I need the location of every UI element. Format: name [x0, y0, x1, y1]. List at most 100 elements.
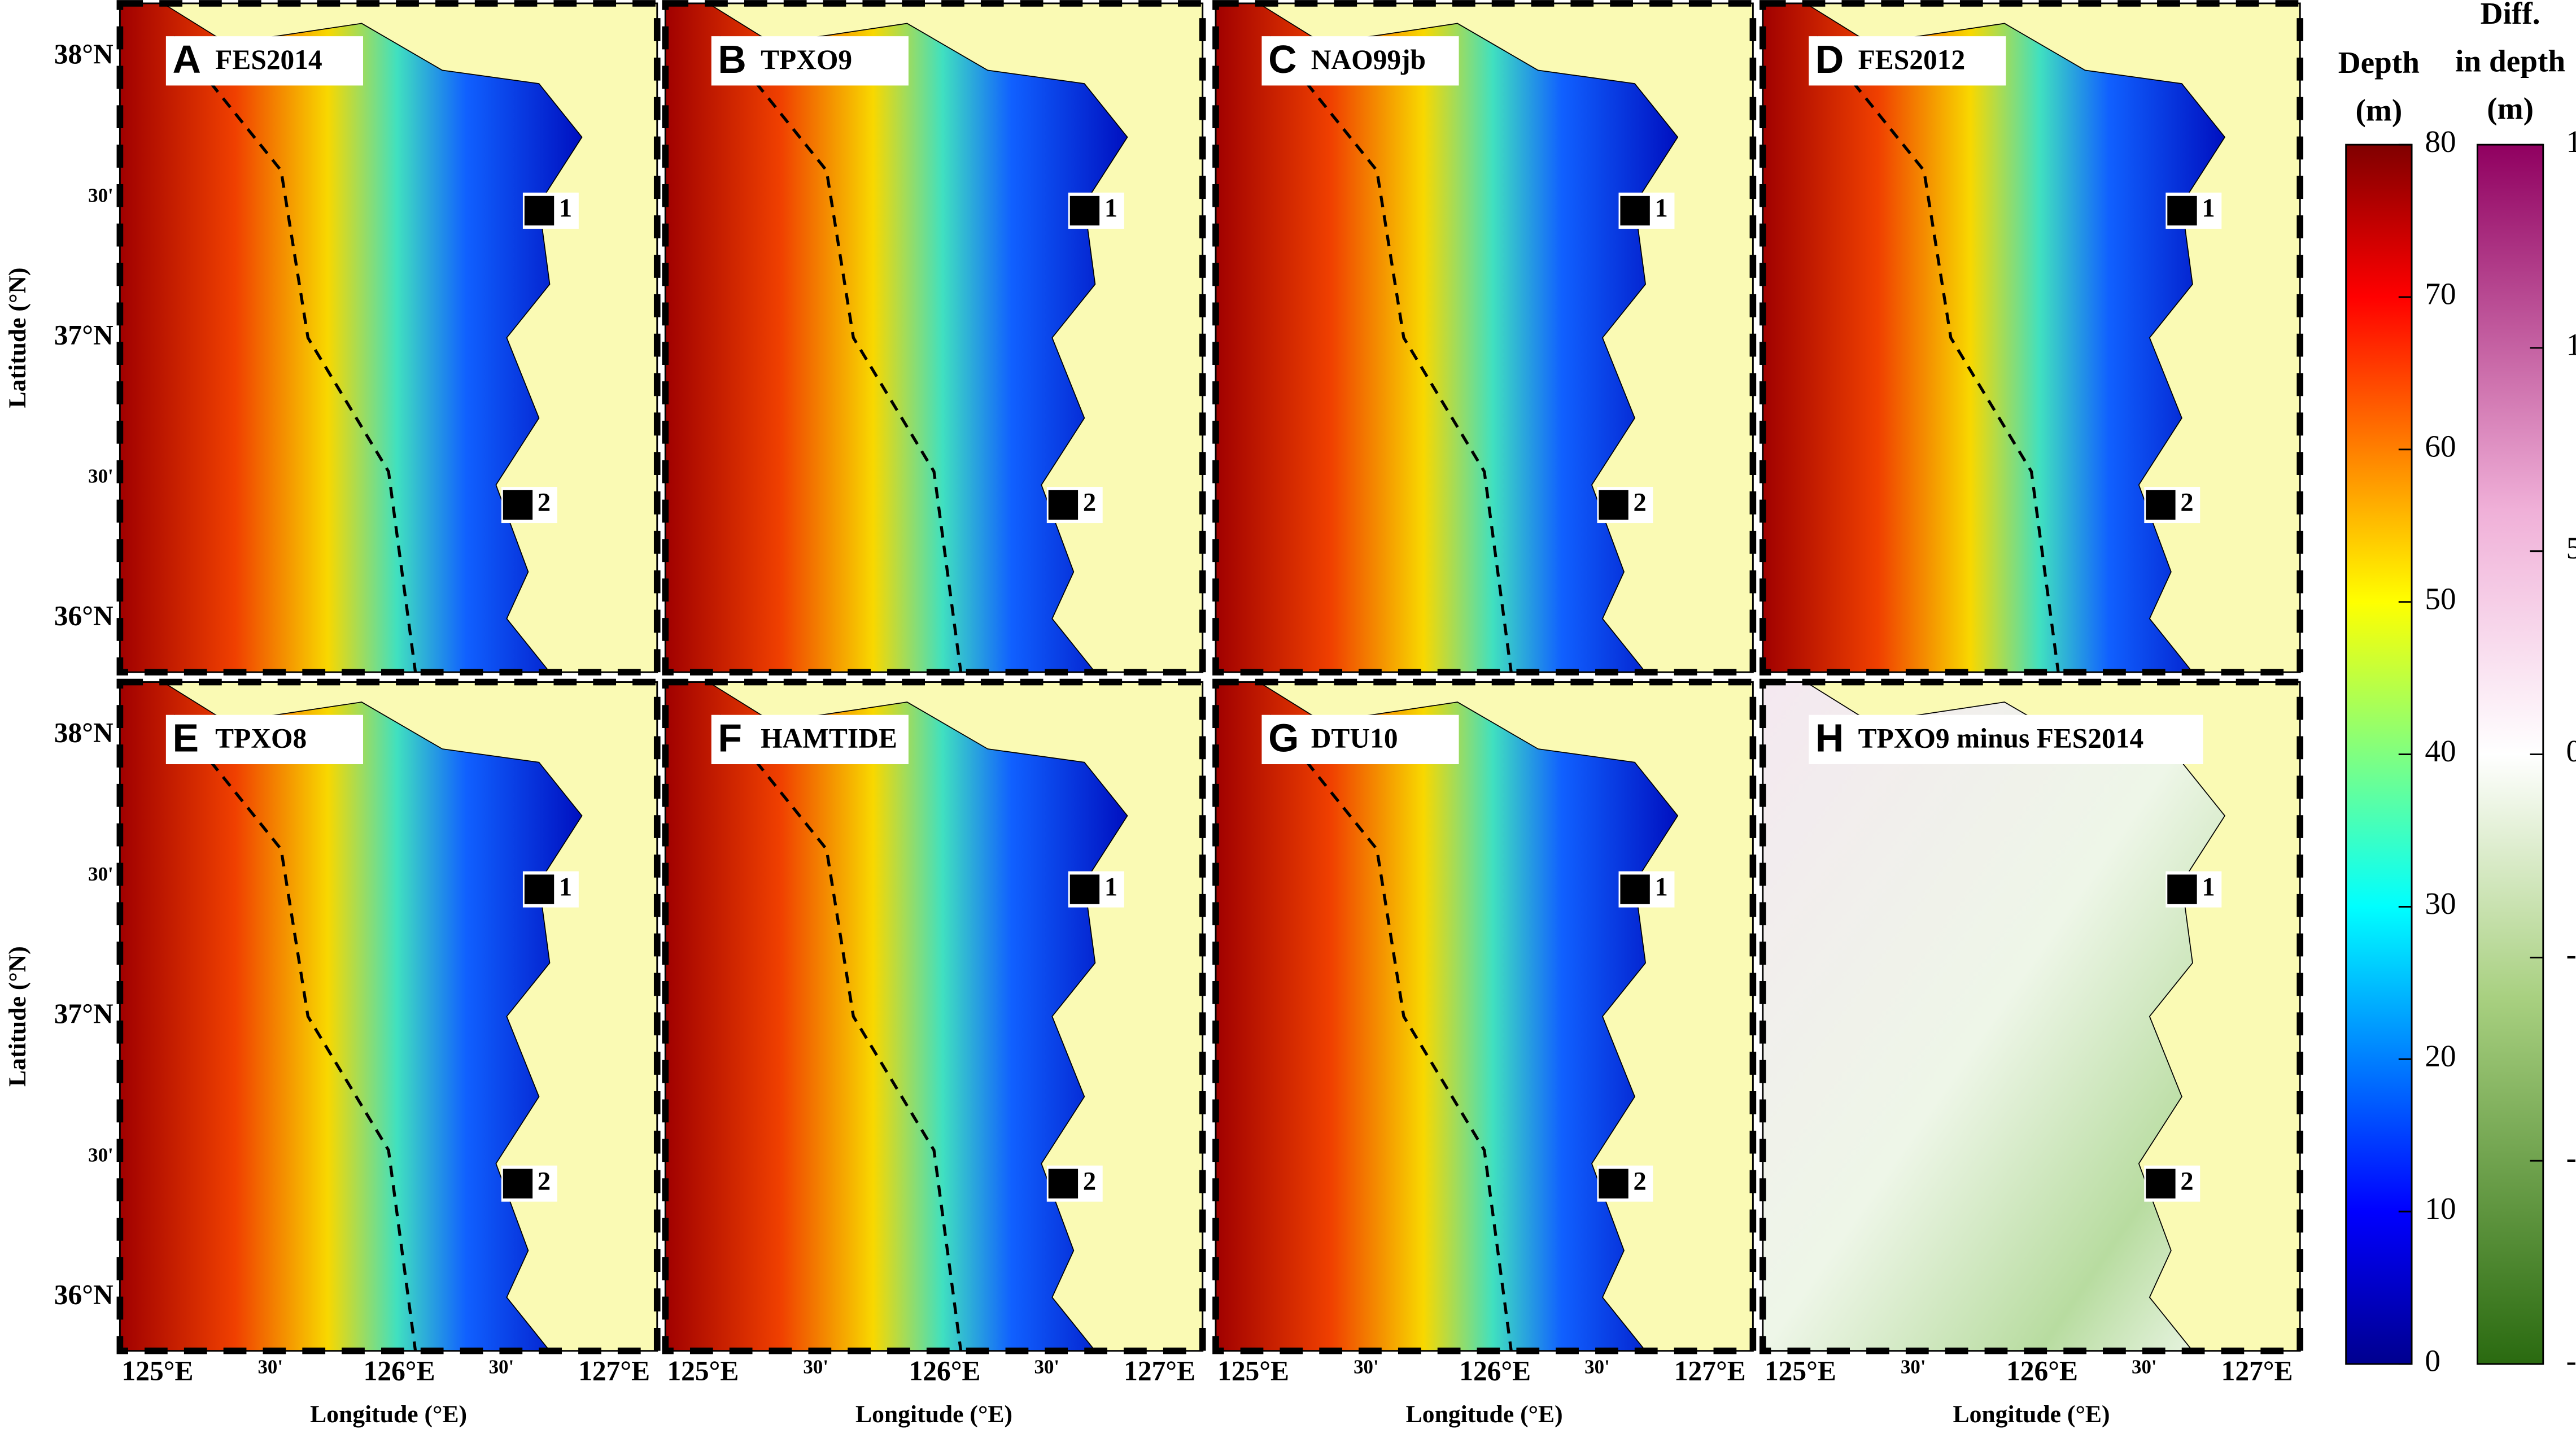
lon-tick-label: 30' [1901, 1356, 1926, 1378]
lon-tick-label: 126°E [2006, 1356, 2078, 1387]
title-box [1261, 714, 1459, 765]
lon-tick-label: 127°E [1674, 1356, 1746, 1387]
colorbar-tick-label: -15 [2566, 1344, 2576, 1378]
map-panel: C NAO99jb 1 2 [1212, 0, 1757, 676]
colorbar-tick-label: 5 [2566, 530, 2576, 565]
colorbar-tick-label: 15 [2566, 124, 2576, 159]
sea [665, 3, 1128, 673]
station-marker [1069, 874, 1100, 904]
sea [119, 3, 583, 673]
frame-inner [119, 2, 658, 673]
map-panel: H TPXO9 minus FES2014 1 2 125°E 30' 126°E 30' 12… [1759, 678, 2304, 1428]
lat-tick-label: 36°N [54, 1279, 113, 1310]
lon-tick-label: 126°E [1459, 1356, 1531, 1387]
colorbar-tick-label: 30 [2425, 886, 2456, 921]
station-marker [1599, 490, 1628, 520]
lon-tick-label: 30' [489, 1356, 514, 1378]
frame-inner [1762, 681, 2301, 1352]
title-box [1261, 36, 1459, 86]
panel-title: FES2012 [1858, 44, 1966, 75]
station-label: 1 [1104, 873, 1117, 901]
station-marker [2167, 195, 2197, 226]
lon-tick-label: 125°E [667, 1356, 739, 1387]
colorbar-tick-label: 0 [2425, 1344, 2440, 1378]
lat-tick-label: 30' [88, 1144, 113, 1166]
sea [1215, 3, 1679, 673]
lon-tick-label: 127°E [1124, 1356, 1195, 1387]
lat-tick-label: 30' [88, 184, 113, 206]
panel-title: HAMTIDE [761, 723, 897, 754]
panel-letter: B [718, 37, 746, 81]
lon-tick-label: 125°E [122, 1356, 194, 1387]
station-marker [2167, 874, 2197, 904]
station-label: 1 [1104, 194, 1117, 223]
station-marker [1048, 1169, 1079, 1199]
title-box [711, 36, 909, 86]
station-marker [503, 490, 533, 520]
lon-tick-label: 126°E [364, 1356, 435, 1387]
station-label: 2 [2180, 489, 2193, 517]
station-marker [1048, 490, 1079, 520]
station-label: 1 [559, 873, 572, 901]
lon-tick-label: 127°E [578, 1356, 650, 1387]
station-label: 1 [1655, 194, 1668, 223]
title-box [165, 36, 363, 86]
lat-tick-label: 36°N [54, 600, 113, 631]
lon-tick-label: 30' [1354, 1356, 1379, 1378]
panel-title: FES2014 [215, 44, 322, 75]
frame-inner [664, 681, 1204, 1352]
station-marker [503, 1169, 533, 1199]
station-label: 1 [559, 194, 572, 223]
frame-inner [119, 681, 658, 1352]
colorbar-tick-label: -5 [2566, 937, 2576, 971]
lat-tick-label: 37°N [54, 319, 113, 350]
panel-letter: A [172, 37, 200, 81]
lon-tick-label: 126°E [909, 1356, 981, 1387]
x-axis-label: Longitude (°E) [310, 1401, 467, 1428]
panel-title: NAO99jb [1311, 44, 1426, 75]
lat-tick-label: 38°N [54, 38, 113, 69]
panel-title: TPXO8 [215, 723, 307, 754]
map-panel: D FES2012 1 2 [1759, 0, 2304, 676]
colorbar-tick-label: 60 [2425, 429, 2456, 464]
sea [1762, 681, 2226, 1352]
colorbar-tick-label: 20 [2425, 1039, 2456, 1073]
sea [1215, 681, 1679, 1352]
sea [119, 681, 583, 1352]
map-panel: F HAMTIDE 1 2 125°E 30' 126°E 30' 127°E Longitude… [662, 678, 1206, 1428]
station-marker [2146, 490, 2176, 520]
panel-title: DTU10 [1311, 723, 1398, 754]
title-box [165, 714, 363, 765]
colorbar-tick-label: 70 [2425, 277, 2456, 311]
lon-tick-label: 125°E [1217, 1356, 1289, 1387]
colorbar-title: in depth [2455, 43, 2565, 78]
station-label: 2 [1633, 489, 1646, 517]
station-label: 2 [538, 1167, 551, 1196]
lat-tick-label: 38°N [54, 717, 113, 748]
colorbar-title: Depth [2338, 45, 2420, 80]
sea [665, 681, 1128, 1352]
frame-inner [1215, 2, 1754, 673]
frame-inner [1762, 2, 2301, 673]
depth-contour [172, 36, 417, 673]
sea [1762, 3, 2226, 673]
title-box [1809, 36, 2006, 86]
colorbar-tick-label: 50 [2425, 581, 2456, 616]
colorbar-tick-label: -10 [2566, 1140, 2576, 1175]
frame-inner [664, 2, 1204, 673]
map-panel: B TPXO9 1 2 [662, 0, 1206, 676]
station-marker [1599, 1169, 1628, 1199]
station-marker [1620, 874, 1650, 904]
colorbar-tick-label: 40 [2425, 734, 2456, 768]
station-label: 1 [1655, 873, 1668, 901]
lon-tick-label: 125°E [1765, 1356, 1836, 1387]
depth-contour [1268, 714, 1513, 1352]
x-axis-label: Longitude (°E) [855, 1401, 1012, 1428]
panel-title: TPXO9 [761, 44, 852, 75]
station-label: 1 [2202, 194, 2215, 223]
y-axis-label: Latitude (°N) [4, 946, 31, 1087]
x-axis-label: Longitude (°E) [1406, 1401, 1563, 1428]
panel-letter: F [718, 716, 742, 760]
